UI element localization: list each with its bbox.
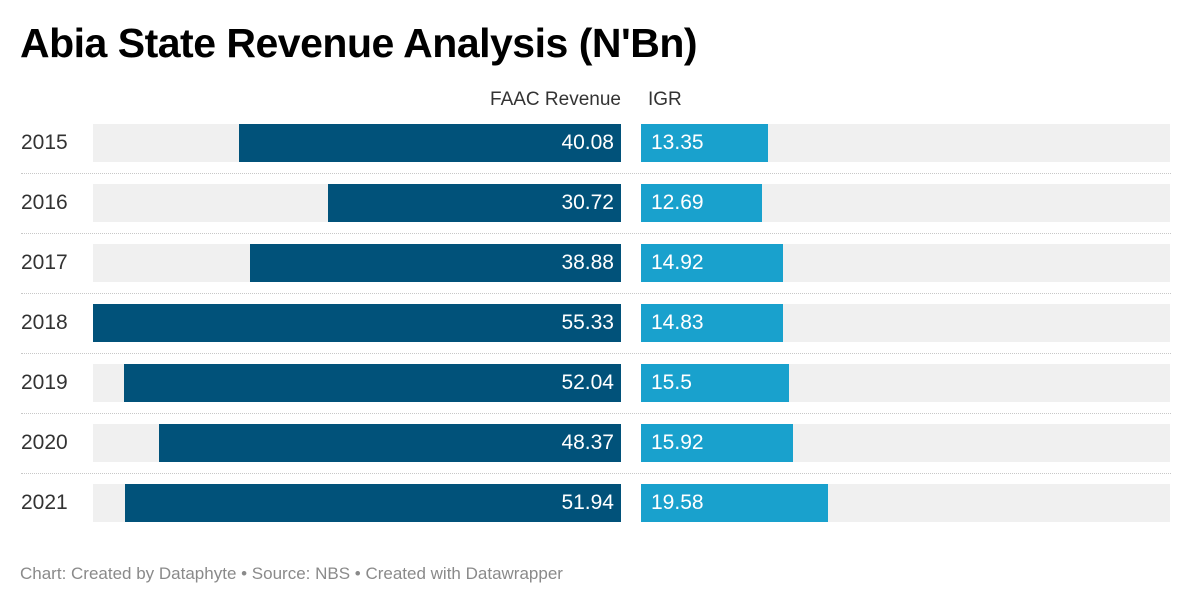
chart-row: 2015 40.08 13.35 (0, 124, 1200, 162)
category-label: 2017 (21, 251, 68, 274)
bar-faac (239, 124, 621, 162)
chart-row: 2016 30.72 12.69 (0, 184, 1200, 222)
data-label-faac: 52.04 (561, 371, 614, 394)
bar-faac (250, 244, 621, 282)
row-divider (21, 173, 1171, 174)
data-label-igr: 15.92 (651, 431, 704, 454)
bar-faac (93, 304, 621, 342)
category-label: 2019 (21, 371, 68, 394)
data-label-igr: 15.5 (651, 371, 692, 394)
data-label-faac: 30.72 (561, 191, 614, 214)
data-label-igr: 14.92 (651, 251, 704, 274)
bar-faac (124, 364, 621, 402)
category-label: 2020 (21, 431, 68, 454)
bar-igr (641, 364, 789, 402)
data-label-igr: 14.83 (651, 311, 704, 334)
chart-footer: Chart: Created by Dataphyte • Source: NB… (20, 564, 563, 583)
row-divider (21, 473, 1171, 474)
bar-faac (125, 484, 621, 522)
category-label: 2015 (21, 131, 68, 154)
chart-row: 2021 51.94 19.58 (0, 484, 1200, 522)
data-label-igr: 19.58 (651, 491, 704, 514)
data-label-faac: 51.94 (561, 491, 614, 514)
column-header-igr: IGR (648, 89, 682, 110)
data-label-faac: 48.37 (561, 431, 614, 454)
row-divider (21, 353, 1171, 354)
bar-faac (328, 184, 621, 222)
bar-igr (641, 124, 768, 162)
data-label-igr: 13.35 (651, 131, 704, 154)
chart-row: 2020 48.37 15.92 (0, 424, 1200, 462)
row-divider (21, 293, 1171, 294)
chart-row: 2017 38.88 14.92 (0, 244, 1200, 282)
bar-igr (641, 304, 783, 342)
bar-igr (641, 424, 793, 462)
chart-row: 2018 55.33 14.83 (0, 304, 1200, 342)
chart-row: 2019 52.04 15.5 (0, 364, 1200, 402)
data-label-igr: 12.69 (651, 191, 704, 214)
row-divider (21, 233, 1171, 234)
category-label: 2021 (21, 491, 68, 514)
data-label-faac: 55.33 (561, 311, 614, 334)
chart-title: Abia State Revenue Analysis (N'Bn) (20, 20, 698, 66)
column-header-faac: FAAC Revenue (490, 89, 621, 110)
bar-igr (641, 484, 828, 522)
category-label: 2016 (21, 191, 68, 214)
bar-igr (641, 244, 783, 282)
bar-faac (159, 424, 621, 462)
row-divider (21, 413, 1171, 414)
category-label: 2018 (21, 311, 68, 334)
bar-igr (641, 184, 762, 222)
data-label-faac: 38.88 (561, 251, 614, 274)
data-label-faac: 40.08 (561, 131, 614, 154)
